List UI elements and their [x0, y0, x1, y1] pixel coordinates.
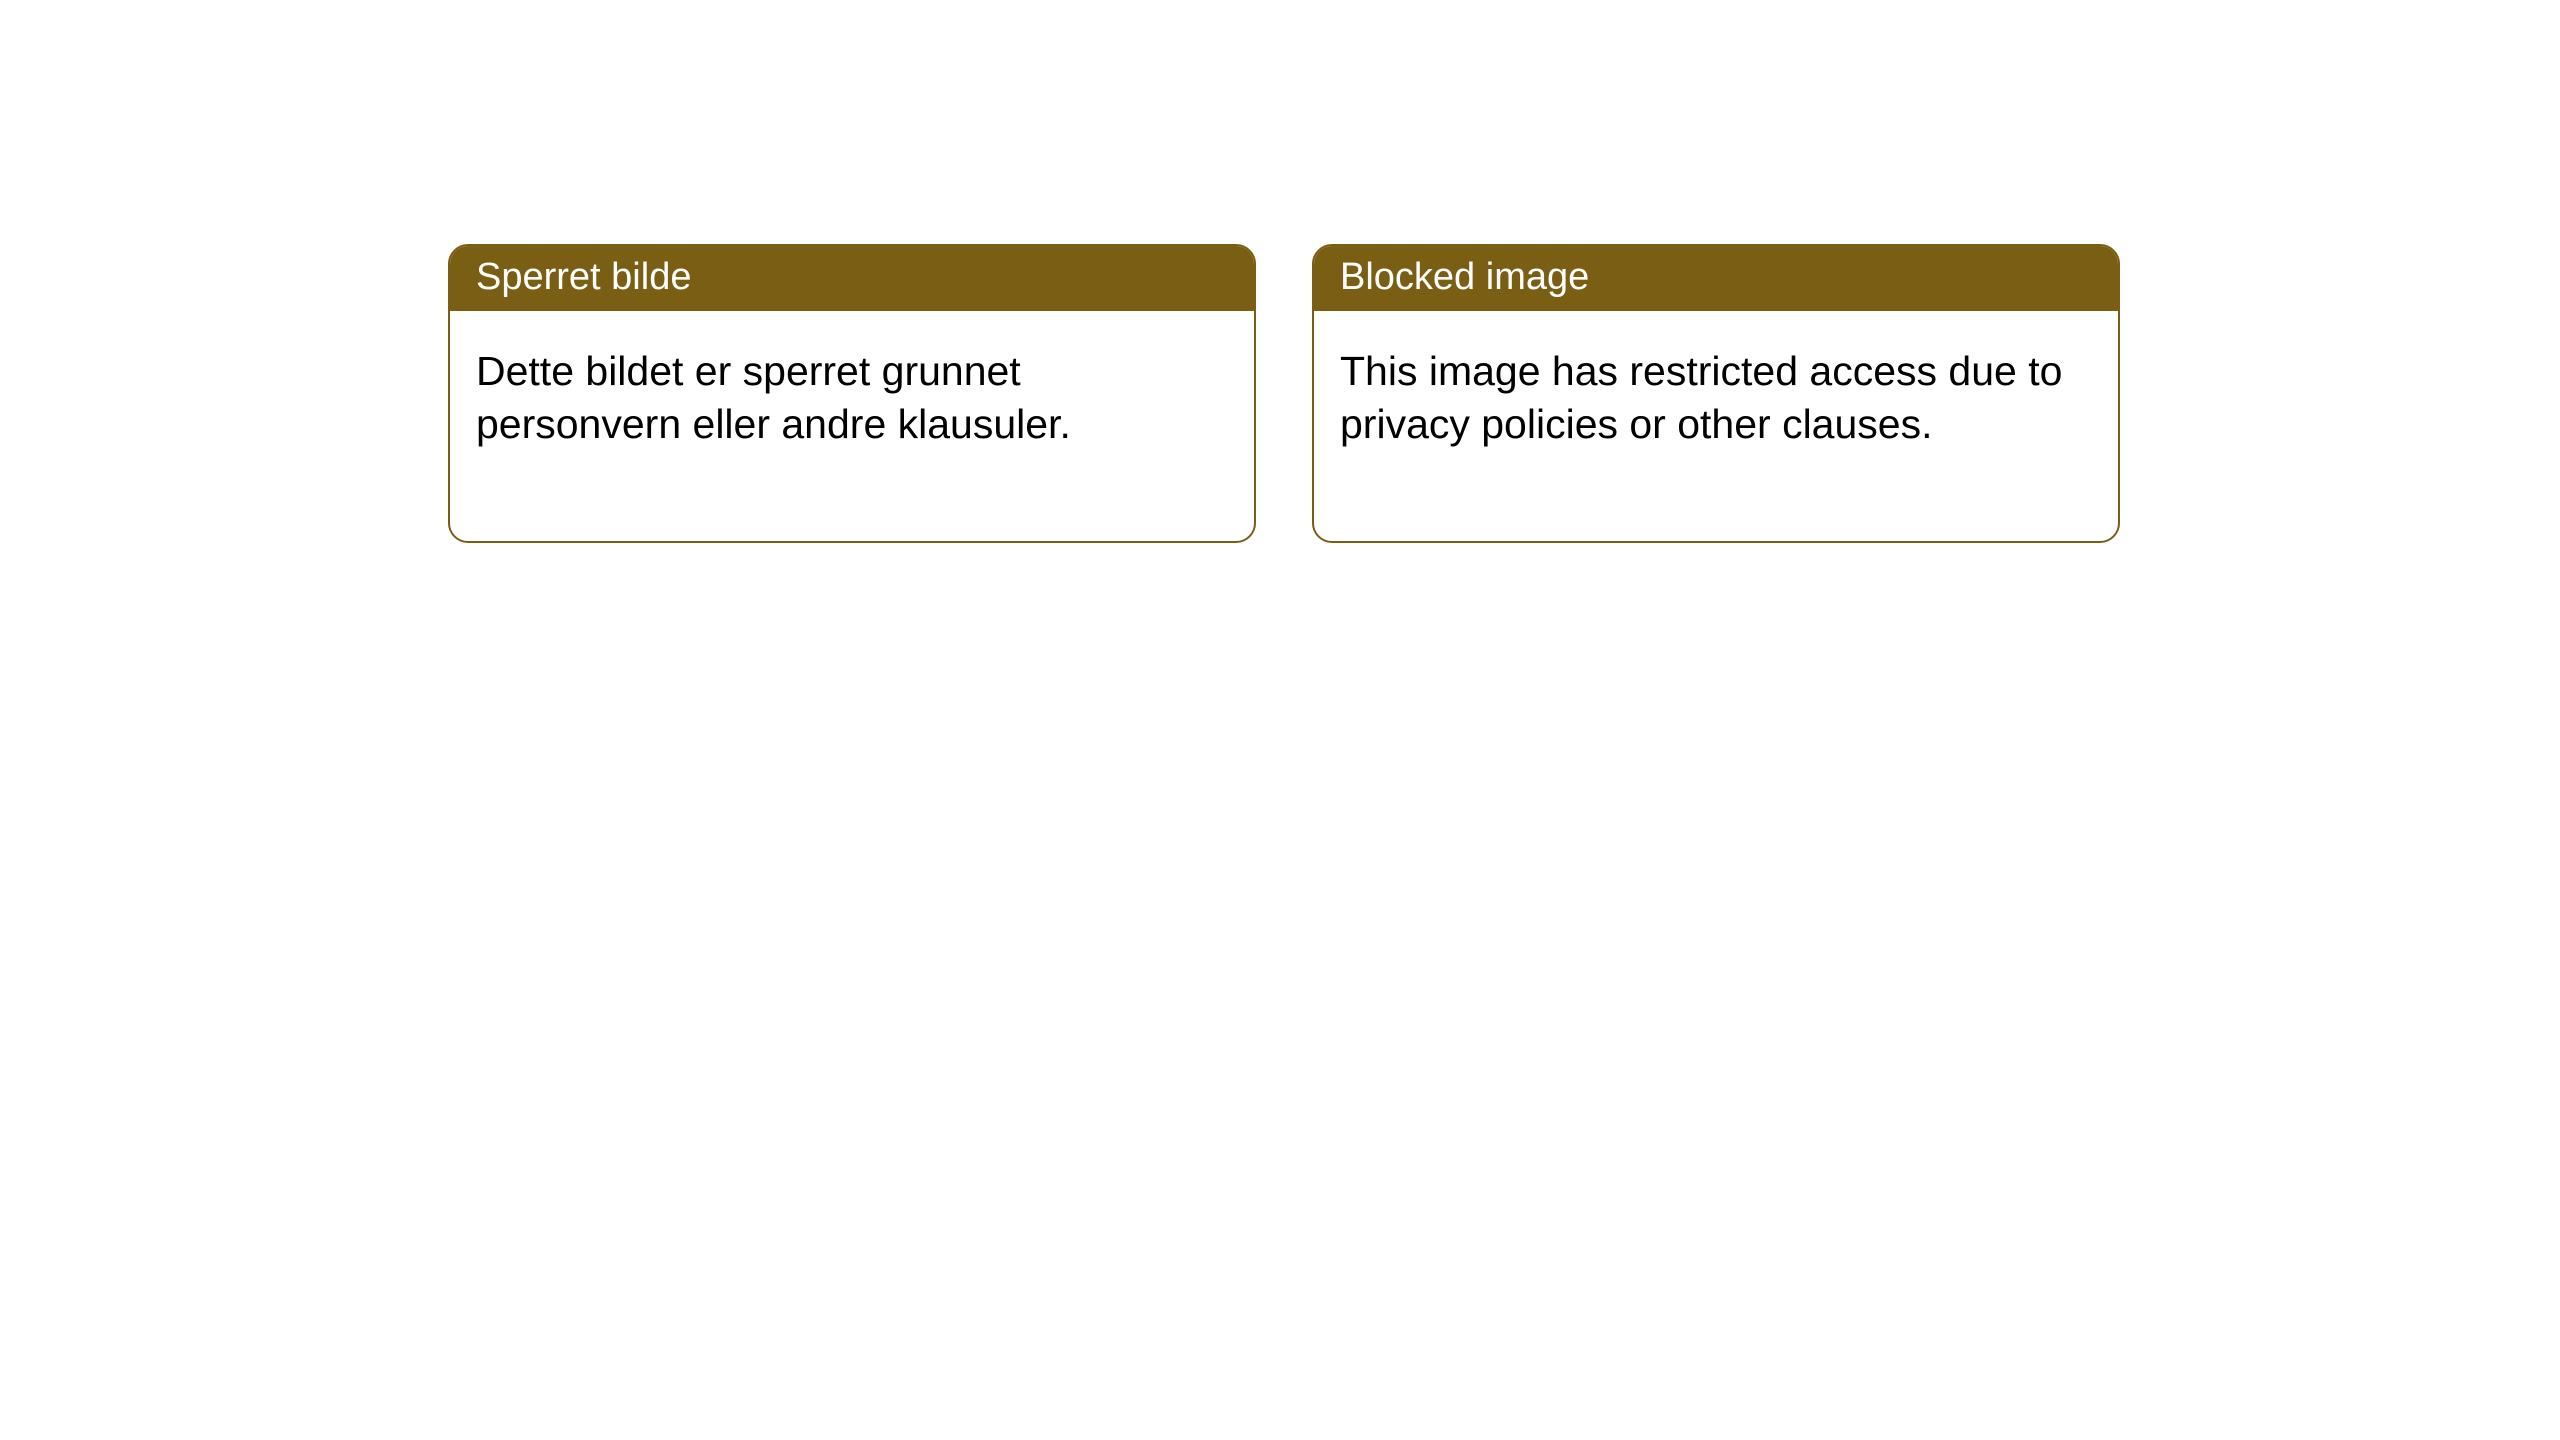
- blocked-image-card-en: Blocked image This image has restricted …: [1312, 244, 2120, 543]
- notice-container: Sperret bilde Dette bildet er sperret gr…: [0, 0, 2560, 543]
- blocked-image-card-no: Sperret bilde Dette bildet er sperret gr…: [448, 244, 1256, 543]
- card-body: This image has restricted access due to …: [1314, 311, 2118, 541]
- card-body: Dette bildet er sperret grunnet personve…: [450, 311, 1254, 541]
- card-header: Sperret bilde: [450, 246, 1254, 311]
- card-header: Blocked image: [1314, 246, 2118, 311]
